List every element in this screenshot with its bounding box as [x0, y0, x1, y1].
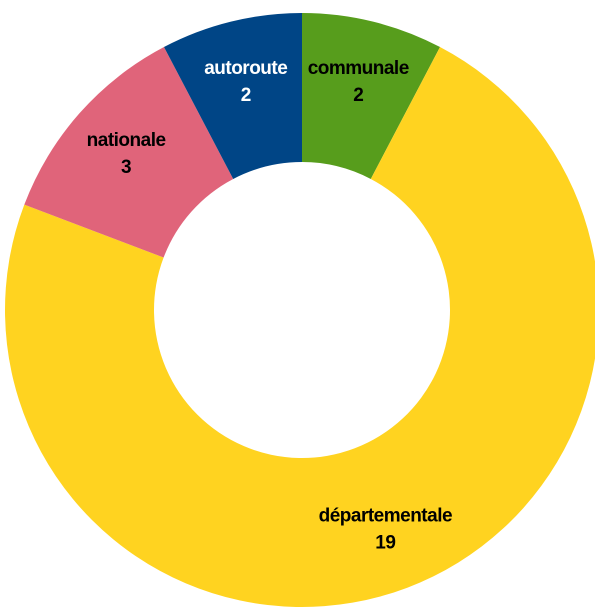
slice-value: 2 — [353, 85, 363, 106]
slice-value: 3 — [121, 157, 131, 178]
donut-slice — [302, 13, 441, 179]
slice-value: 2 — [241, 85, 251, 106]
slice-value: 19 — [375, 533, 395, 554]
donut-slice — [5, 47, 595, 607]
donut-slice — [163, 13, 302, 179]
slice-label: autoroute — [204, 58, 287, 79]
donut-slice — [24, 47, 234, 258]
slice-label: nationale — [87, 130, 166, 151]
slice-label: départementale — [319, 506, 452, 527]
slice-label: communale — [308, 58, 409, 79]
